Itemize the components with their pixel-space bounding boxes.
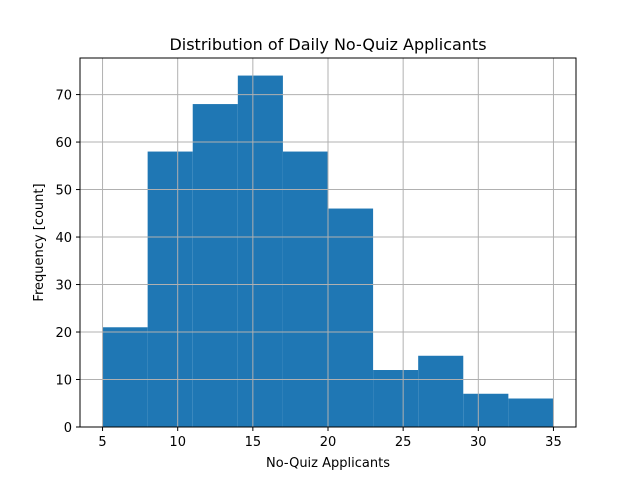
y-tick-label: 20 bbox=[55, 326, 72, 341]
histogram-bar bbox=[282, 151, 328, 428]
x-tick-label: 15 bbox=[245, 435, 262, 450]
x-axis-ticks: 5 10 15 20 25 30 35 bbox=[98, 427, 562, 450]
y-tick-label: 60 bbox=[55, 136, 72, 151]
y-tick-label: 30 bbox=[55, 279, 72, 294]
chart-title: Distribution of Daily No-Quiz Applicants bbox=[169, 35, 486, 54]
x-tick-label: 5 bbox=[98, 435, 106, 450]
y-axis-label: Frequency [count] bbox=[32, 183, 47, 301]
histogram-bar bbox=[102, 327, 148, 427]
x-tick-label: 35 bbox=[545, 435, 562, 450]
histogram-bar bbox=[328, 208, 374, 427]
y-tick-label: 70 bbox=[55, 89, 72, 104]
histogram-bar bbox=[508, 398, 554, 427]
y-tick-label: 50 bbox=[55, 184, 72, 199]
x-tick-label: 10 bbox=[169, 435, 186, 450]
histogram-bar bbox=[192, 104, 238, 427]
histogram-bar bbox=[418, 355, 464, 427]
y-tick-label: 40 bbox=[55, 231, 72, 246]
histogram-bar bbox=[373, 370, 419, 427]
x-axis-label: No-Quiz Applicants bbox=[266, 456, 390, 471]
y-axis-ticks: 0 10 20 30 40 50 60 70 bbox=[55, 89, 80, 436]
x-tick-label: 30 bbox=[470, 435, 487, 450]
histogram-bar bbox=[237, 75, 283, 428]
x-tick-label: 20 bbox=[320, 435, 337, 450]
plot-frame bbox=[79, 57, 577, 428]
histogram-bar bbox=[147, 151, 193, 428]
bars-group bbox=[102, 75, 554, 428]
histogram-bar bbox=[463, 393, 509, 427]
x-tick-label: 25 bbox=[395, 435, 412, 450]
y-tick-label: 0 bbox=[64, 421, 72, 436]
y-tick-label: 10 bbox=[55, 374, 72, 389]
